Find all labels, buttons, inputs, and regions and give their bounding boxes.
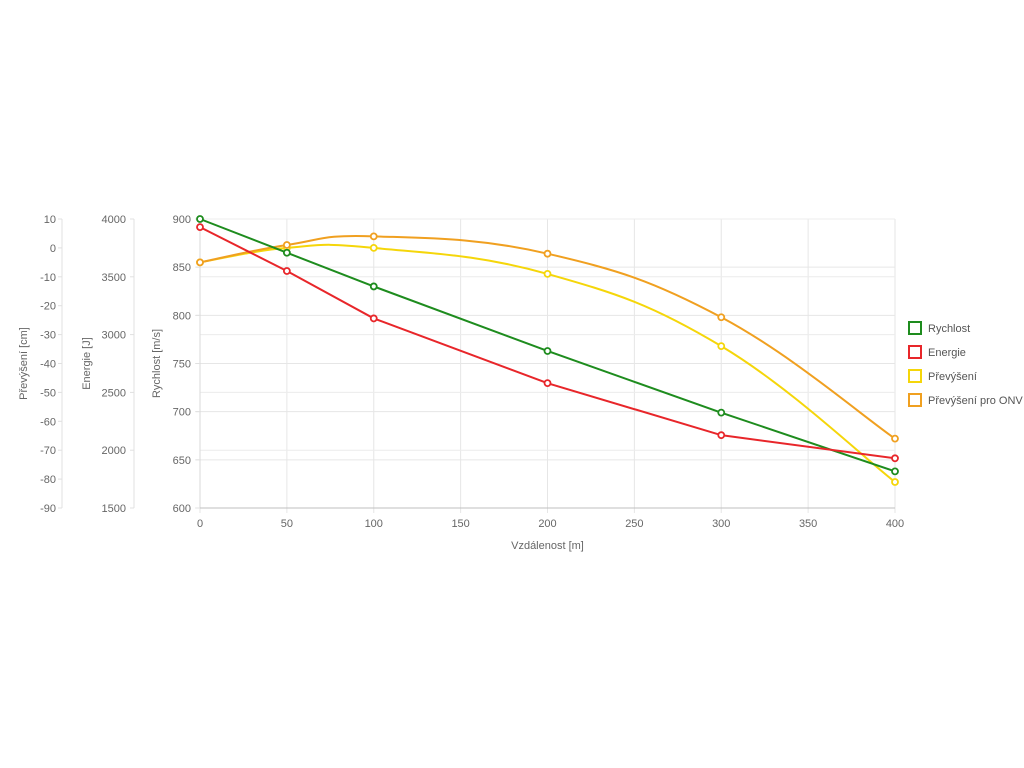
legend-item[interactable]: Převýšení pro ONV (908, 393, 1023, 407)
data-point (543, 347, 552, 355)
energie-tick-label: 4000 (102, 214, 126, 226)
series-line (199, 226, 896, 460)
legend-item[interactable]: Převýšení (908, 369, 977, 383)
legend-label: Energie (928, 347, 966, 359)
prevyseni-tick-label: -70 (40, 445, 56, 457)
prevyseni-axis-title: Převýšení [cm] (18, 327, 30, 400)
grid (195, 218, 896, 513)
x-tick-label: 350 (799, 518, 817, 530)
prevyseni-tick-label: -40 (40, 359, 56, 371)
data-point (543, 379, 552, 388)
prevyseni-tick-label: -50 (40, 387, 56, 399)
data-point (282, 267, 291, 275)
legend-item[interactable]: Energie (908, 345, 966, 359)
rychlost-tick-label: 700 (173, 407, 191, 419)
data-point (369, 243, 378, 252)
prevyseni-tick-label: 0 (50, 243, 56, 255)
energie-tick-label: 1500 (102, 503, 126, 515)
axes: 0 50 100 150 200 250 300 350 400100-10-20-30-40-… (18, 214, 904, 552)
x-tick-label: 250 (625, 518, 643, 530)
data-point (891, 454, 899, 463)
energie-tick-label: 2000 (102, 445, 126, 457)
legend[interactable]: Rychlost Energie Převýšení Převýšení pro ON… (908, 321, 1023, 407)
legend-item[interactable]: Rychlost (908, 321, 970, 335)
x-tick-label: 400 (886, 518, 904, 530)
data-point (369, 314, 378, 323)
data-point (369, 232, 378, 241)
data-point (282, 248, 291, 257)
data-point (717, 313, 726, 322)
legend-label: Převýšení pro ONV (928, 395, 1023, 407)
data-point (369, 282, 378, 291)
data-point (196, 223, 204, 231)
series (196, 215, 899, 486)
prevyseni-tick-label: -10 (40, 272, 56, 284)
prevyseni-tick-label: -80 (40, 474, 56, 486)
data-point (717, 342, 726, 351)
prevyseni-tick-label: 10 (44, 214, 56, 226)
rychlost-axis-title: Rychlost [m/s] (151, 329, 163, 398)
series-energie (196, 223, 899, 463)
energie-axis-title: Energie [J] (81, 337, 93, 390)
prevyseni-tick-label: -90 (40, 503, 56, 515)
data-point (543, 249, 552, 258)
data-point (717, 408, 726, 417)
rychlost-tick-label: 650 (173, 455, 191, 467)
prevyseni-tick-label: -30 (40, 330, 56, 342)
x-tick-label: 100 (365, 518, 383, 530)
data-point (891, 434, 899, 443)
x-tick-label: 200 (538, 518, 556, 530)
data-point (543, 270, 552, 278)
legend-swatch (908, 345, 922, 359)
rychlost-tick-label: 800 (173, 310, 191, 322)
prevyseni-tick-label: -60 (40, 416, 56, 428)
prevyseni-tick-label: -20 (40, 301, 56, 313)
x-tick-label: 150 (451, 518, 469, 530)
data-point (196, 258, 204, 267)
x-tick-label: 50 (281, 518, 293, 530)
legend-label: Převýšení (928, 371, 977, 383)
x-axis-title: Vzdálenost [m] (511, 540, 584, 552)
legend-swatch (908, 369, 922, 383)
energie-tick-label: 2500 (102, 387, 126, 399)
energie-tick-label: 3500 (102, 272, 126, 284)
x-tick-label: 0 (197, 518, 203, 530)
series-p-ev-en-pro-onv (196, 232, 899, 443)
data-point (891, 467, 899, 476)
data-point (891, 478, 899, 486)
series-rychlost (196, 215, 899, 476)
rychlost-tick-label: 600 (173, 503, 191, 515)
data-point (717, 431, 726, 440)
rychlost-tick-label: 750 (173, 359, 191, 371)
legend-swatch (908, 393, 922, 407)
data-point (282, 241, 291, 249)
energie-tick-label: 3000 (102, 330, 126, 342)
rychlost-tick-label: 900 (173, 214, 191, 226)
legend-label: Rychlost (928, 323, 970, 335)
data-point (196, 215, 204, 223)
x-tick-label: 300 (712, 518, 730, 530)
series-line (199, 218, 896, 473)
legend-swatch (908, 321, 922, 335)
rychlost-tick-label: 850 (173, 262, 191, 274)
